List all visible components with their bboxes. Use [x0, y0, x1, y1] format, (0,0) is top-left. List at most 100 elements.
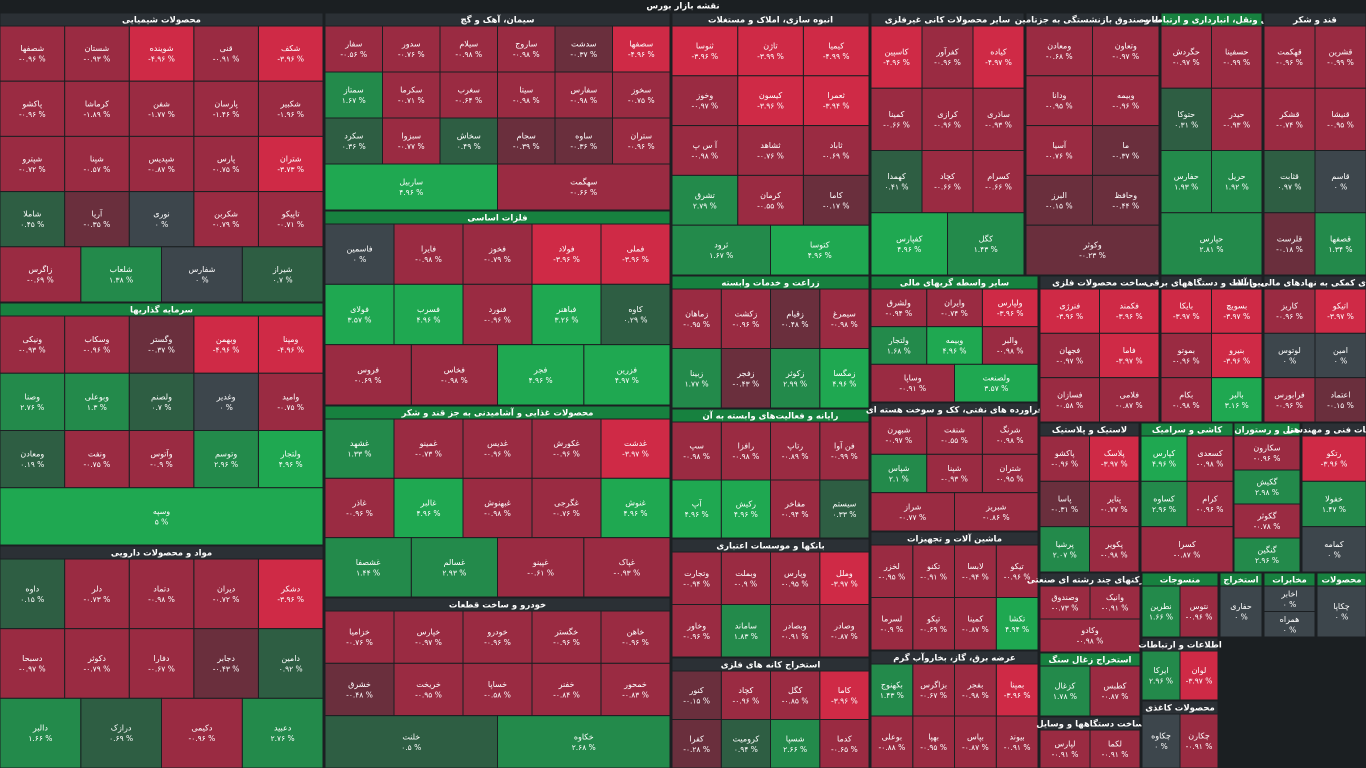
tile: [972, 150, 1025, 214]
tile-change: -۰.۹ %: [735, 579, 758, 588]
tile-name: بیوند: [1010, 733, 1025, 742]
tile: [554, 25, 613, 73]
tile-name: کاوه: [628, 305, 642, 314]
tile-change: -۰.۹۶ %: [628, 142, 655, 151]
tile: [600, 418, 671, 479]
tile-change: ۲.۸۱ %: [1200, 245, 1224, 254]
tile: [324, 610, 395, 664]
tile-change: -۰.۹۶ %: [84, 346, 111, 355]
tile: [193, 135, 259, 193]
tile: [870, 212, 948, 276]
tile-change: ۴.۹۴ %: [1005, 625, 1029, 634]
tile-name: زکشت: [735, 309, 758, 318]
sector-name: مواد و محصولات دارویی: [111, 549, 212, 559]
tile-name: تاژن: [763, 41, 777, 50]
tile-name: ثاباد: [830, 141, 843, 150]
tile: [1211, 150, 1263, 214]
tile-name: همراه: [1280, 615, 1300, 624]
tile-change: -۰.۱۵ %: [1046, 201, 1073, 210]
tile-name: دامین: [281, 654, 300, 663]
tile: [531, 418, 602, 479]
tile-name: شپنا: [948, 464, 962, 473]
tile-change: -۰.۹۱ %: [1186, 742, 1213, 751]
tile-name: لپارس: [1055, 740, 1076, 749]
tile: [1140, 435, 1188, 482]
tile-change: -۰.۱۷ %: [823, 201, 850, 210]
tile-change: ۰ %: [1334, 183, 1348, 192]
tile-name: سخاش: [457, 132, 481, 141]
tile: [770, 551, 821, 605]
tile-name: سجام: [517, 132, 537, 141]
sector-name: محصولات غذایی و آشامیدنی به جز قند و شکر: [401, 407, 594, 419]
tile-change: -۰.۸۶ %: [983, 513, 1010, 522]
tile-name: ساربیل: [399, 178, 423, 187]
tile-name: کاما: [838, 686, 851, 695]
tile-change: ۰ %: [1283, 625, 1297, 634]
tile-name: فاما: [1123, 346, 1136, 355]
tile-name: سیلام: [459, 40, 478, 49]
tile: [954, 715, 997, 768]
tile-change: -۰.۳۷ %: [1112, 152, 1139, 161]
tile-change: ۴.۹۶ %: [1152, 460, 1176, 469]
tile-change: -۳.۹۶ %: [1116, 312, 1143, 321]
tile: [531, 662, 602, 717]
tile: [193, 430, 259, 489]
tile-change: -۰.۵۸ %: [484, 691, 511, 700]
tile: [1211, 25, 1263, 89]
tile-name: فزرین: [617, 365, 638, 374]
tile-name: فایرا: [421, 245, 436, 254]
tile: [870, 25, 923, 89]
tile: [912, 544, 955, 598]
tile-name: فولای: [350, 305, 369, 314]
tile: [193, 558, 259, 630]
tile-change: -۰.۹۸ %: [691, 152, 718, 161]
tile-change: ۰.۶۹ %: [109, 734, 133, 743]
tile-name: زقیام: [786, 309, 804, 318]
sector-name: ساخت دستگاهها و وسایل: [1036, 719, 1143, 730]
tile-name: لخزر: [883, 562, 900, 571]
tile-change: ۱.۴۴ %: [356, 568, 380, 577]
tile-name: آسیا: [1052, 140, 1067, 150]
tile-change: -۰.۹۶ %: [484, 450, 511, 459]
tile: [1092, 75, 1160, 127]
tile: [981, 288, 1039, 328]
tile-name: بپاس: [967, 733, 984, 742]
tile: [128, 558, 195, 630]
sector-name: بیمه وصندوق بازنشستگی به جزتامین: [1015, 15, 1170, 26]
tile: [64, 372, 130, 431]
tile-name: اتیکو: [1332, 302, 1348, 311]
tile: [439, 25, 498, 73]
tile-change: ۰.۹۷ %: [1278, 183, 1302, 192]
tile: [671, 75, 739, 127]
tile-name: ونفت: [88, 450, 106, 459]
tile-change: ۱.۳۳ %: [348, 450, 372, 459]
tile: [1099, 288, 1160, 334]
sector-name: سایر محصولات کانی غیرفلزی: [885, 16, 1010, 26]
tile-change: -۴.۹۶ %: [277, 346, 304, 355]
tile: [671, 604, 722, 658]
tile-name: کگل: [979, 233, 993, 243]
tile: [1039, 585, 1091, 620]
tile-change: -۰.۷۶ %: [553, 509, 580, 518]
tile-name: بکهنوج: [881, 681, 903, 690]
tile: [324, 477, 395, 539]
tile: [612, 117, 671, 165]
tile-change: -۳.۹۶ %: [691, 52, 718, 61]
tile: [583, 537, 671, 598]
tile-change: ۲.۹۶ %: [1255, 556, 1279, 565]
tile-change: -۰.۹۸ %: [1101, 550, 1128, 559]
tile-change: -۰.۷۴ %: [941, 309, 968, 318]
tile: [720, 551, 771, 605]
tile-name: تاپیکو: [281, 210, 300, 219]
tile-name: البرز: [1051, 191, 1067, 200]
tile-change: -۳.۹۷ %: [1186, 677, 1213, 686]
tile-change: -۰.۳۵ %: [84, 220, 111, 229]
tile-name: پاکشو: [21, 99, 42, 108]
tile-change: ۲.۷۹ %: [693, 201, 717, 210]
tile: [1140, 480, 1188, 528]
tile-name: نتوس: [1190, 602, 1209, 611]
tile-name: رتکو: [1326, 449, 1342, 458]
tile-name: سکارون: [1253, 444, 1280, 453]
tile-name: کرمان: [760, 191, 781, 200]
tile-name: سمتاز: [343, 86, 364, 95]
